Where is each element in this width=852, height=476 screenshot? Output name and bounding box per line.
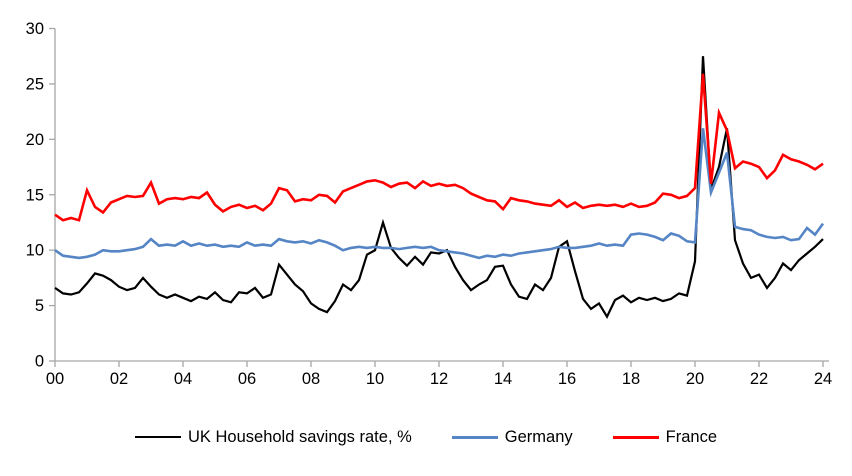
x-tick-label: 00 bbox=[46, 370, 64, 388]
x-tick-label: 06 bbox=[238, 370, 256, 388]
x-tick-label: 14 bbox=[494, 370, 512, 388]
x-tick-label: 20 bbox=[686, 370, 704, 388]
uk-line-swatch bbox=[135, 435, 181, 439]
y-tick-label: 30 bbox=[26, 20, 44, 38]
y-tick-label: 10 bbox=[26, 242, 44, 260]
germany-legend-label: Germany bbox=[504, 427, 573, 446]
germany-line bbox=[54, 128, 825, 260]
france-legend-label: France bbox=[665, 427, 717, 446]
x-tick-label: 10 bbox=[366, 370, 384, 388]
x-tick-label: 22 bbox=[750, 370, 768, 388]
x-tick-label: 08 bbox=[302, 370, 320, 388]
x-tick-label: 18 bbox=[622, 370, 640, 388]
uk-savings-line bbox=[54, 56, 824, 320]
y-tick-label: 25 bbox=[26, 75, 44, 93]
x-tick-label: 12 bbox=[430, 370, 448, 388]
y-tick-label: 20 bbox=[26, 131, 44, 149]
legend-item-uk: UK Household savings rate, % bbox=[135, 429, 412, 446]
y-tick-label: 5 bbox=[35, 297, 44, 315]
chart-legend: UK Household savings rate, % Germany Fra… bbox=[0, 424, 852, 450]
x-tick-label: 16 bbox=[558, 370, 576, 388]
legend-item-france: France bbox=[612, 427, 717, 446]
x-tick-label: 02 bbox=[110, 370, 128, 388]
x-tick-label: 04 bbox=[174, 370, 192, 388]
germany-line-swatch bbox=[451, 435, 498, 439]
legend-item-germany: Germany bbox=[451, 427, 573, 446]
y-tick-label: 0 bbox=[35, 353, 44, 371]
y-tick-label: 15 bbox=[26, 186, 44, 204]
france-line-swatch bbox=[612, 435, 659, 439]
uk-legend-label: UK Household savings rate, % bbox=[188, 427, 412, 446]
x-tick-label: 24 bbox=[814, 370, 832, 388]
france-line bbox=[54, 73, 824, 222]
